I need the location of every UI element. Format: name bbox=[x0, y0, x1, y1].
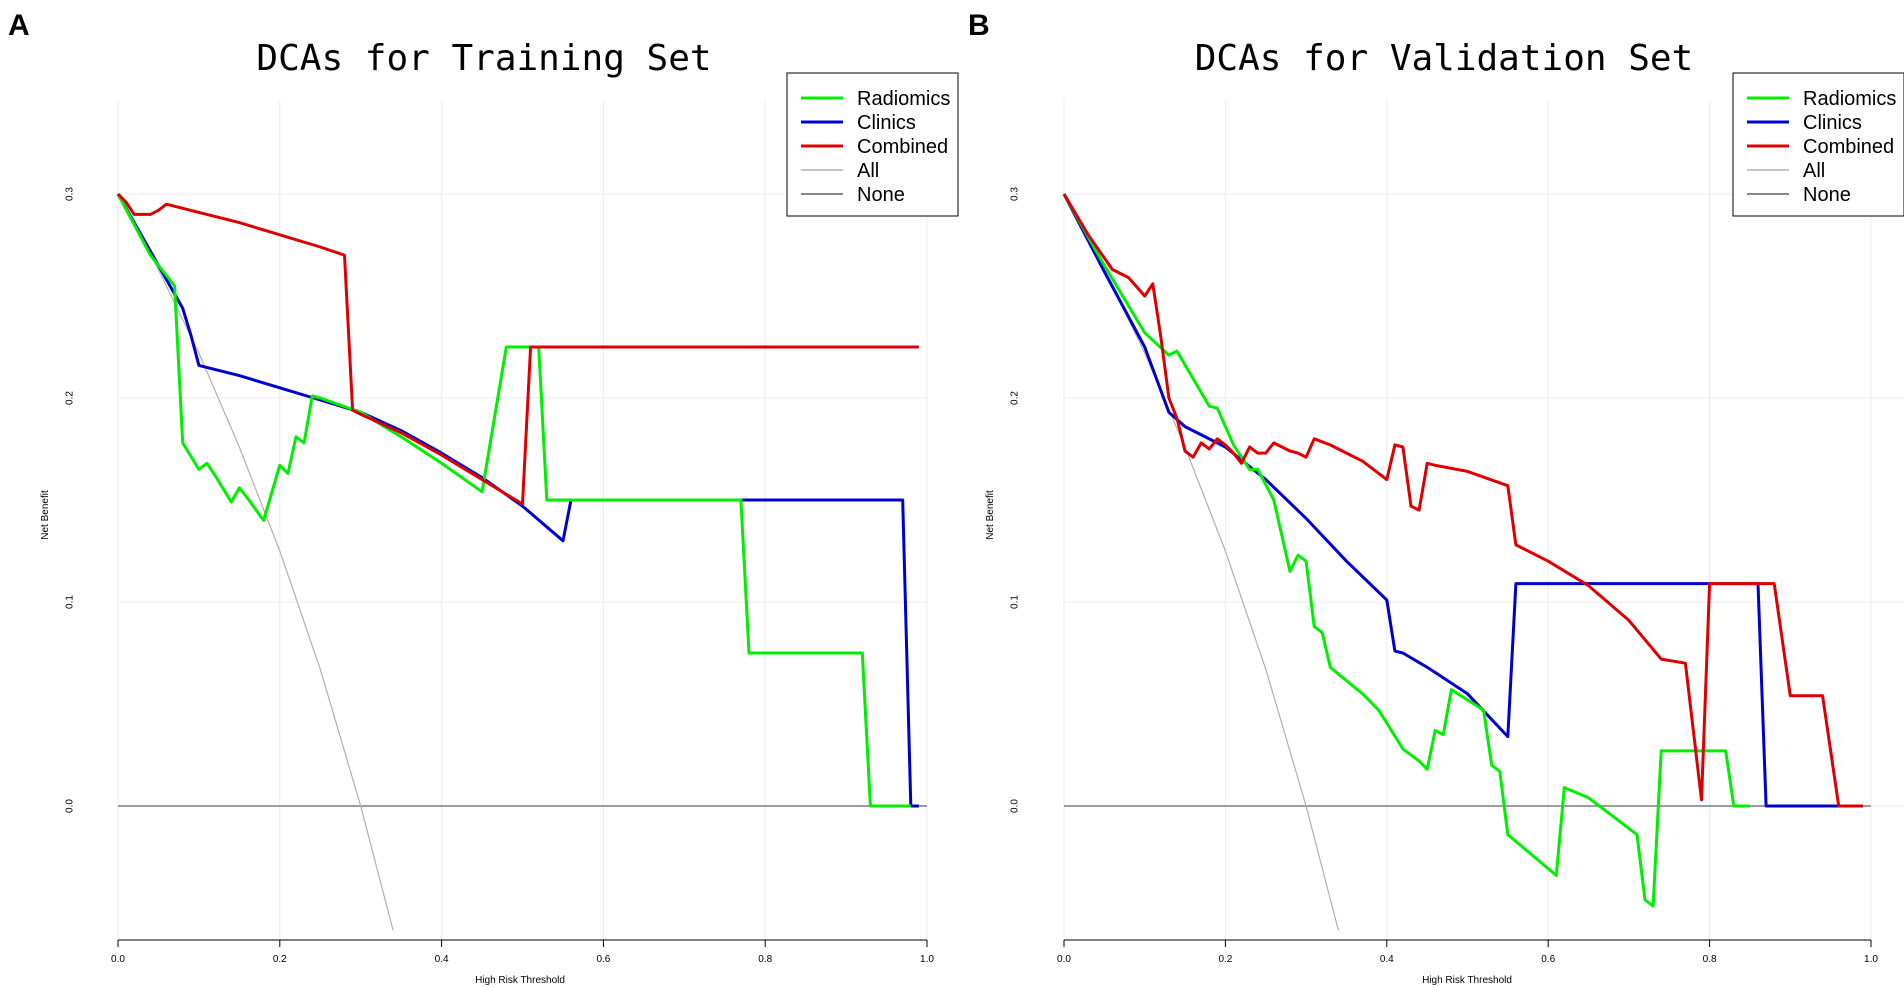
legend-label-none: None bbox=[857, 184, 905, 206]
panel-letter-a: A bbox=[8, 9, 30, 42]
series-line-clinics bbox=[116, 193, 919, 808]
legend-label-none: None bbox=[1803, 184, 1851, 206]
legend-label-all: All bbox=[857, 160, 879, 182]
series-layer bbox=[116, 192, 927, 931]
series-layer bbox=[1062, 193, 1871, 931]
legend-label-clinics: Clinics bbox=[1803, 112, 1862, 134]
x-tick-label: 0.8 bbox=[1703, 954, 1717, 965]
x-tick-label: 0.0 bbox=[1057, 954, 1071, 965]
chart-title: DCAs for Validation Set bbox=[1195, 38, 1694, 79]
y-tick-label: 0.1 bbox=[1010, 595, 1021, 609]
axes: 0.0 0.2 0.4 0.6 0.8 1.0 0.0 0.1 0.2 0.3 bbox=[1010, 187, 1879, 965]
y-tick-label: 0.0 bbox=[65, 799, 76, 813]
validation-set-chart: B DCAs for Validation Set 0.0 0.2 0.4 0.6 0.… bbox=[968, 9, 1904, 986]
y-tick-label: 0.1 bbox=[65, 595, 76, 609]
x-tick-label: 1.0 bbox=[1864, 954, 1878, 965]
legend-label-all: All bbox=[1803, 160, 1825, 182]
legend-label-combined: Combined bbox=[857, 136, 948, 158]
grid bbox=[1063, 100, 1904, 940]
y-tick-label: 0.3 bbox=[65, 187, 76, 201]
x-tick-label: 0.4 bbox=[435, 954, 449, 965]
x-axis-label: High Risk Threshold bbox=[1422, 975, 1512, 986]
x-tick-label: 0.0 bbox=[111, 954, 125, 965]
legend-label-radiomics: Radiomics bbox=[857, 88, 950, 110]
training-set-chart: A DCAs for Training Set 0.0 0.2 0.4 0.6 0.8 1… bbox=[8, 9, 959, 986]
x-axis-label: High Risk Threshold bbox=[475, 975, 565, 986]
grid bbox=[117, 100, 928, 940]
series-line-all bbox=[1063, 193, 1339, 931]
y-axis-label: Net Benefit bbox=[985, 490, 996, 540]
series-line-clinics bbox=[1062, 193, 1839, 808]
x-tick-label: 0.4 bbox=[1380, 954, 1394, 965]
series-line-all bbox=[117, 193, 394, 931]
series-line-combined bbox=[1062, 193, 1863, 808]
x-tick-label: 0.2 bbox=[273, 954, 287, 965]
y-axis-label: Net Benefit bbox=[40, 490, 51, 540]
x-tick-label: 1.0 bbox=[920, 954, 934, 965]
series-line-radiomics bbox=[1062, 193, 1750, 908]
chart-title: DCAs for Training Set bbox=[256, 38, 711, 79]
x-tick-label: 0.6 bbox=[1541, 954, 1555, 965]
series-line-radiomics bbox=[116, 193, 911, 808]
series-line-combined bbox=[116, 192, 919, 506]
legend-label-clinics: Clinics bbox=[857, 112, 916, 134]
x-tick-label: 0.8 bbox=[758, 954, 772, 965]
y-tick-label: 0.3 bbox=[1010, 187, 1021, 201]
x-tick-label: 0.2 bbox=[1218, 954, 1232, 965]
x-tick-label: 0.6 bbox=[596, 954, 610, 965]
y-tick-label: 0.0 bbox=[1010, 799, 1021, 813]
axes: 0.0 0.2 0.4 0.6 0.8 1.0 0.0 0.1 0.2 0.3 bbox=[65, 187, 935, 965]
legend-label-radiomics: Radiomics bbox=[1803, 88, 1896, 110]
legend-label-combined: Combined bbox=[1803, 136, 1894, 158]
panel-letter-b: B bbox=[968, 9, 990, 42]
y-tick-label: 0.2 bbox=[1010, 391, 1021, 405]
y-tick-label: 0.2 bbox=[65, 391, 76, 405]
